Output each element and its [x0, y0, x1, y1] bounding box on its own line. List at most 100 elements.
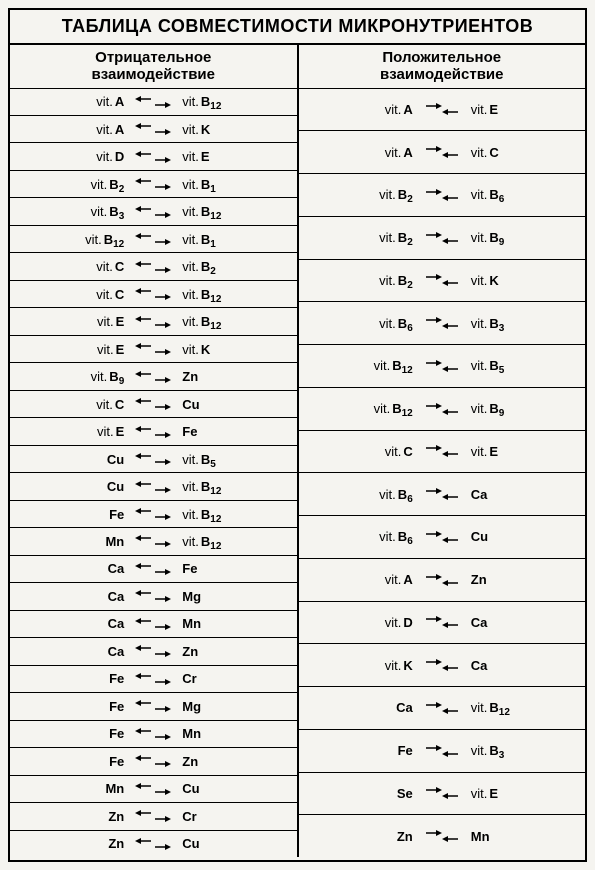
nutrient-right: Ca — [467, 487, 547, 502]
nutrient-pair: Cu vit. B12 — [16, 479, 291, 494]
table-row: vit. B2vit. K — [299, 260, 586, 303]
interaction-arrows-icon — [128, 672, 178, 686]
nutrient-left: vit. B2 — [337, 187, 417, 202]
nutrient-pair: vit. DCa — [305, 615, 580, 630]
nutrient-left: vit. B12 — [337, 401, 417, 416]
interaction-arrows-icon — [417, 359, 467, 373]
table-row: Cu vit. B12 — [10, 473, 297, 500]
nutrient-left: Zn — [48, 809, 128, 824]
nutrient-left: vit. D — [48, 149, 128, 164]
nutrient-left: vit. A — [337, 102, 417, 117]
nutrient-left: vit. A — [337, 572, 417, 587]
nutrient-right: vit. E — [467, 102, 547, 117]
nutrient-right: vit. K — [467, 273, 547, 288]
interaction-arrows-icon — [128, 562, 178, 576]
nutrient-right: vit. B6 — [467, 187, 547, 202]
interaction-arrows-icon — [128, 617, 178, 631]
table-row: vit. B6vit. B3 — [299, 302, 586, 345]
table-row: CaMn — [10, 611, 297, 638]
nutrient-pair: vit. K Ca — [305, 658, 580, 673]
nutrient-left: Ca — [48, 616, 128, 631]
nutrient-right: vit. B12 — [178, 507, 258, 522]
interaction-arrows-icon — [417, 316, 467, 330]
nutrient-left: vit. C — [48, 287, 128, 302]
nutrient-right: Cu — [178, 781, 258, 796]
nutrient-right: Cu — [178, 397, 258, 412]
table-row: FeMg — [10, 693, 297, 720]
table-row: vit. D vit. E — [10, 143, 297, 170]
nutrient-pair: CaMn — [16, 616, 291, 631]
nutrient-right: Zn — [467, 572, 547, 587]
nutrient-left: vit. B12 — [337, 358, 417, 373]
nutrient-right: vit. B9 — [467, 401, 547, 416]
table-row: FeZn — [10, 748, 297, 775]
nutrient-right: vit. B5 — [467, 358, 547, 373]
nutrient-pair: Sevit. E — [305, 786, 580, 801]
nutrient-right: Mn — [467, 829, 547, 844]
nutrient-pair: Cu vit. B5 — [16, 452, 291, 467]
nutrient-pair: FeCr — [16, 671, 291, 686]
nutrient-right: vit. B3 — [467, 743, 547, 758]
nutrient-left: vit. B2 — [337, 230, 417, 245]
nutrient-pair: Fevit. B3 — [305, 743, 580, 758]
nutrient-right: vit. B5 — [178, 452, 258, 467]
nutrient-right: Ca — [467, 658, 547, 673]
nutrient-pair: vit. B6Cu — [305, 529, 580, 544]
positive-rows: vit. Avit. Evit. Avit. Cvit. B2vit. B6vi… — [299, 89, 586, 858]
interaction-arrows-icon — [128, 809, 178, 823]
nutrient-right: Cr — [178, 671, 258, 686]
nutrient-pair: vit. B9Zn — [16, 369, 291, 384]
table-row: vit. B3vit. B12 — [10, 198, 297, 225]
nutrient-left: Fe — [48, 726, 128, 741]
nutrient-left: Cu — [48, 479, 128, 494]
nutrient-left: vit. C — [48, 397, 128, 412]
nutrient-left: vit. B6 — [337, 487, 417, 502]
nutrient-left: Cu — [48, 452, 128, 467]
interaction-arrows-icon — [128, 534, 178, 548]
nutrient-pair: vit. B6 Ca — [305, 487, 580, 502]
table-row: CaMg — [10, 583, 297, 610]
nutrient-left: vit. C — [48, 259, 128, 274]
nutrient-right: vit. B9 — [467, 230, 547, 245]
nutrient-right: vit. K — [178, 342, 258, 357]
nutrient-pair: MnCu — [16, 781, 291, 796]
table-row: MnCu — [10, 776, 297, 803]
nutrient-pair: vit. Avit. K — [16, 122, 291, 137]
nutrient-pair: vit. C Cu — [16, 397, 291, 412]
table-row: Fevit. B3 — [299, 730, 586, 773]
nutrient-right: Fe — [178, 561, 258, 576]
table-row: Cavit. B12 — [299, 687, 586, 730]
nutrient-pair: vit. Avit. C — [305, 145, 580, 160]
nutrient-right: vit. E — [178, 149, 258, 164]
nutrient-left: vit. B3 — [48, 204, 128, 219]
interaction-arrows-icon — [417, 273, 467, 287]
negative-header-l2: взаимодействие — [92, 66, 215, 83]
positive-header: Положительное взаимодействие — [299, 45, 586, 89]
negative-rows: vit. Avit. B12vit. Avit. Kvit. Dvit. Evi… — [10, 89, 297, 858]
nutrient-pair: FeMg — [16, 699, 291, 714]
nutrient-pair: vit. B12 vit. B9 — [305, 401, 580, 416]
interaction-arrows-icon — [128, 452, 178, 466]
interaction-arrows-icon — [417, 615, 467, 629]
table-row: vit. Evit. B12 — [10, 308, 297, 335]
nutrient-left: vit. A — [48, 94, 128, 109]
interaction-arrows-icon — [128, 342, 178, 356]
interaction-arrows-icon — [128, 232, 178, 246]
nutrient-left: vit. K — [337, 658, 417, 673]
nutrient-pair: vit. B6vit. B3 — [305, 316, 580, 331]
nutrient-right: vit. B12 — [178, 479, 258, 494]
nutrient-left: Fe — [48, 699, 128, 714]
nutrient-left: Fe — [48, 507, 128, 522]
nutrient-pair: FeMn — [16, 726, 291, 741]
nutrient-pair: vit. B3vit. B12 — [16, 204, 291, 219]
nutrient-pair: vit. B2vit. B1 — [16, 177, 291, 192]
nutrient-pair: vit. Cvit. B12 — [16, 287, 291, 302]
table-row: vit. Cvit. B2 — [10, 253, 297, 280]
nutrient-pair: vit. B2 vit. B6 — [305, 187, 580, 202]
table-row: FeCr — [10, 666, 297, 693]
table-row: FeMn — [10, 721, 297, 748]
nutrient-right: Zn — [178, 369, 258, 384]
nutrient-pair: vit. A vit. E — [305, 102, 580, 117]
nutrient-pair: vit. B2 vit. B9 — [305, 230, 580, 245]
interaction-arrows-icon — [417, 102, 467, 116]
